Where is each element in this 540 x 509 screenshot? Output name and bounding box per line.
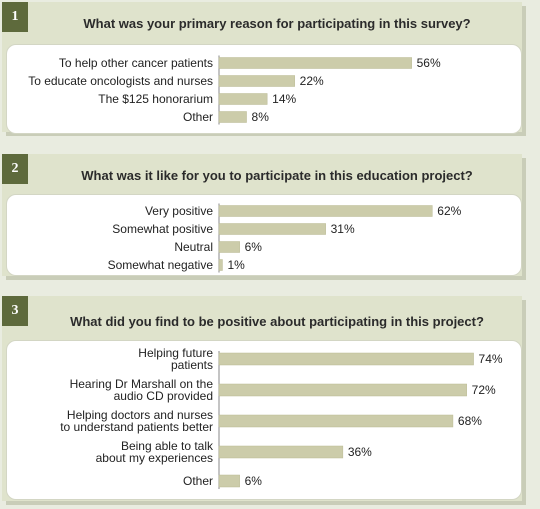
category-label: Being able to talk about my experiences [96,439,214,465]
panel-2: 2 What was it like for you to participat… [2,154,522,276]
question-title: What was it like for you to participate … [81,168,473,183]
bar [218,445,344,459]
category-label: To educate oncologists and nurses [28,74,213,88]
value-label: 72% [472,383,496,397]
category-label: The $125 honorarium [98,92,213,106]
question-number: 2 [2,154,28,184]
question-title: What did you find to be positive about p… [70,314,484,329]
value-label: 56% [417,56,441,70]
bar [218,474,240,488]
category-label: To help other cancer patients [59,56,213,70]
category-label: Other [183,110,213,124]
category-label: Helping doctors and nurses to understand … [60,408,213,434]
chart-box: To help other cancer patients 56% To educa… [6,44,522,134]
bar [218,259,223,271]
question-title: What was your primary reason for partici… [83,16,471,31]
question-number: 1 [2,2,28,32]
bar-chart: Very positive 62% Somewhat positive 31% Neut… [108,203,462,273]
chart-box: Very positive 62% Somewhat positive 31% Neut… [6,194,522,276]
bar [218,205,433,217]
value-label: 22% [300,74,324,88]
bar [218,414,454,428]
bar [218,93,268,105]
panel-1: 1 What was your primary reason for parti… [2,2,522,134]
bar [218,241,240,253]
bar [218,111,247,123]
value-label: 1% [227,258,245,272]
value-label: 6% [245,240,263,254]
bar [218,57,412,69]
value-label: 31% [331,222,355,236]
bar [218,352,474,366]
value-label: 74% [479,352,503,366]
category-label: Somewhat negative [108,258,214,272]
category-label: Helping future patients [138,346,213,372]
category-label: Other [183,474,213,488]
category-label: Very positive [145,204,213,218]
value-label: 68% [458,414,482,428]
bar [218,75,295,87]
bar-chart: Helping future patients 74% Hearing Dr Mars… [60,346,503,489]
question-number: 3 [2,296,28,326]
value-label: 8% [252,110,270,124]
category-label: Neutral [174,240,213,254]
category-label: Hearing Dr Marshall on the audio CD provi… [70,377,214,403]
bar [218,383,467,397]
bar [218,223,326,235]
category-label: Somewhat positive [112,222,213,236]
value-label: 14% [272,92,296,106]
chart-box: Helping future patients 74% Hearing Dr Mars… [6,340,522,500]
bar-chart: To help other cancer patients 56% To educa… [28,55,441,125]
value-label: 36% [348,445,372,459]
value-label: 62% [437,204,461,218]
panel-3: 3 What did you find to be positive about… [2,296,522,501]
value-label: 6% [245,474,263,488]
